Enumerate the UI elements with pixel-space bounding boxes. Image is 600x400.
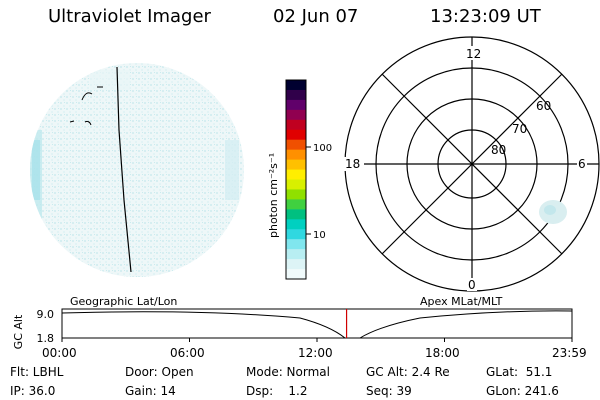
timeline-ytick: 9.0 [37,308,55,321]
gc-alt-label: GC Alt: 2.4 Re [366,365,450,379]
colorbar-frame [285,79,307,280]
terminator-line [116,66,132,273]
auroral-blob [539,200,567,224]
altitude-curve [61,310,573,339]
colorbar-band [286,239,306,250]
mlt-label-18: 18 [345,157,360,171]
polar-plot [344,36,600,292]
colorbar-band [286,119,306,131]
lat-label-80: 80 [491,143,506,157]
dsp-label: Dsp: 1.2 [246,384,308,398]
timeline-left-title: Geographic Lat/Lon [70,295,177,308]
colorbar-unit-label: photon cm⁻²s⁻¹ [267,153,280,238]
colorbar-band [286,89,306,101]
colorbar-band [286,189,306,200]
colorbar-band [286,219,306,230]
timeline-ylabel: GC Alt [12,314,25,349]
colorbar-tick-label: 100 [313,143,332,154]
colorbar-band [286,139,306,151]
mode-label: Mode: Normal [246,365,330,379]
door-label: Door: Open [125,365,194,379]
glat-label: GLat: 51.1 [486,365,553,379]
timeline-xtick-label: 06:00 [170,346,205,360]
colorbar-band [286,99,306,111]
colorbar-band [286,179,306,190]
geographic-image [30,63,244,277]
colorbar-band [286,80,306,91]
date-label: 02 Jun 07 [273,6,359,27]
colorbar-band [286,169,306,180]
timeline-xtick-label: 23:59 [552,346,587,360]
colorbar-band [286,129,306,141]
timeline-xtick-label: 00:00 [42,346,77,360]
colorbar-band [286,199,306,210]
timeline-right-title: Apex MLat/MLT [420,295,503,308]
time-label: 13:23:09 UT [430,6,541,27]
mlt-label-0: 0 [468,278,476,292]
coastline-fragment [69,120,92,126]
colorbar-band [286,159,306,171]
colorbar-band [286,149,306,161]
colorbar-tick-label: 10 [313,230,326,241]
lat-label-70: 70 [512,122,527,136]
timeline-xtick-label: 12:00 [298,346,333,360]
ip-label: IP: 36.0 [10,384,56,398]
glon-label: GLon: 241.6 [486,384,559,398]
colorbar-band [286,269,306,280]
seq-label: Seq: 39 [366,384,412,398]
gain-label: Gain: 14 [125,384,176,398]
colorbar-band [286,109,306,121]
lat-label-60: 60 [536,99,551,113]
colorbar-band [286,229,306,240]
colorbar-band [286,259,306,270]
mlt-label-12: 12 [466,47,481,61]
timeline-xticks [61,338,573,342]
colorbar [286,80,306,280]
timeline-ytick: 1.8 [37,332,55,345]
coastline-fragment [81,86,103,101]
app-title: Ultraviolet Imager [48,6,211,27]
timeline-xtick-label: 18:00 [425,346,460,360]
filter-label: Flt: LBHL [10,365,64,379]
mlt-label-6: 6 [578,157,586,171]
colorbar-band [286,249,306,260]
colorbar-band [286,209,306,220]
